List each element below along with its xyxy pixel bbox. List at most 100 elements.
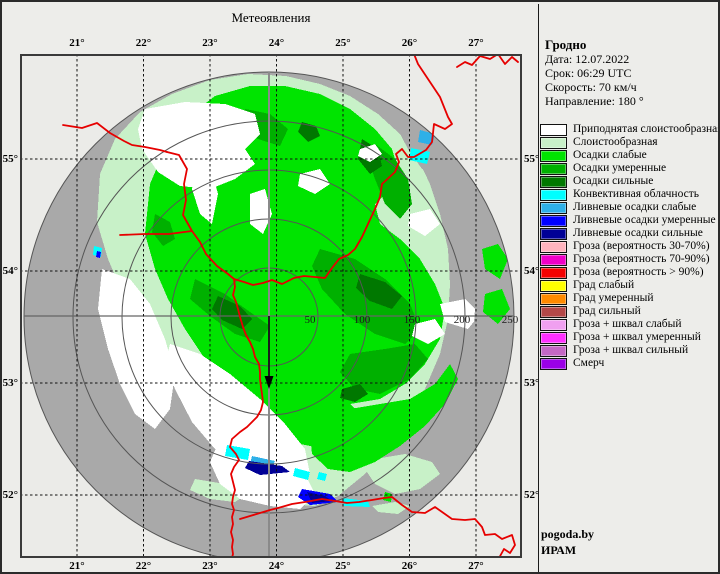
legend-swatch-icon xyxy=(540,292,567,305)
ring-label-200: 200 xyxy=(454,314,471,326)
range-ring-labels: 50 100 150 200 250 xyxy=(305,314,519,326)
legend-row: Ливневые осадки умеренные xyxy=(540,214,718,227)
legend-label: Ливневые осадки слабые xyxy=(573,201,697,213)
legend-swatch-icon xyxy=(540,188,567,201)
legend-swatch-icon xyxy=(540,266,567,279)
lon-label-top: 21° xyxy=(69,37,85,49)
legend-label: Гроза + шквал слабый xyxy=(573,318,682,330)
legend-swatch-icon xyxy=(540,318,567,331)
legend-swatch-icon xyxy=(540,227,567,240)
page-title: Метеоявления xyxy=(231,10,311,25)
lat-label-left: 52° xyxy=(2,489,18,501)
legend-label: Град слабый xyxy=(573,279,635,291)
station-name: Гродно xyxy=(545,37,587,52)
legend-label: Слоистообразная xyxy=(573,136,658,148)
legend-label: Гроза (вероятность > 90%) xyxy=(573,266,704,278)
station-time: Срок: 06:29 UTC xyxy=(545,66,632,80)
legend-row: Гроза + шквал слабый xyxy=(540,318,718,331)
legend-row: Конвективная облачность xyxy=(540,188,718,201)
lon-label-top: 24° xyxy=(268,37,285,49)
legend-swatch-icon xyxy=(540,279,567,292)
lat-label-left: 53° xyxy=(2,377,18,389)
legend-swatch-icon xyxy=(540,175,567,188)
legend-row: Приподнятая слоистообразная xyxy=(540,123,720,136)
legend-label: Конвективная облачность xyxy=(573,188,699,200)
station-date: Дата: 12.07.2022 xyxy=(545,52,630,66)
lat-label-left: 55° xyxy=(2,153,18,165)
lon-label-top: 27° xyxy=(468,37,484,49)
legend-row: Смерч xyxy=(540,357,718,370)
legend-swatch-icon xyxy=(540,214,567,227)
lon-label-bottom: 26° xyxy=(401,560,418,572)
legend-row: Град слабый xyxy=(540,279,718,292)
station-direction: Направление: 180 ° xyxy=(545,94,644,108)
legend-label: Гроза (вероятность 70-90%) xyxy=(573,253,710,265)
legend-row: Слоистообразная xyxy=(540,136,718,149)
lon-label-top: 25° xyxy=(335,37,351,49)
lon-label-bottom: 25° xyxy=(335,560,351,572)
lon-label-bottom: 24° xyxy=(268,560,285,572)
legend-swatch-icon xyxy=(540,331,567,344)
legend-label: Гроза + шквал сильный xyxy=(573,344,689,356)
legend-label: Приподнятая слоистообразная xyxy=(573,123,720,135)
footer: pogoda.by ИРАМ xyxy=(541,526,594,558)
direction-arrow xyxy=(264,316,274,389)
lon-label-bottom: 21° xyxy=(69,560,85,572)
legend-row: Град умеренный xyxy=(540,292,718,305)
legend-row: Осадки сильные xyxy=(540,175,718,188)
radar-map: 50 100 150 200 250 xyxy=(20,54,522,558)
lat-label-left: 54° xyxy=(2,265,18,277)
lon-label-bottom: 23° xyxy=(202,560,218,572)
station-info: Гродно Дата: 12.07.2022 Срок: 06:29 UTC … xyxy=(545,37,717,108)
legend-label: Гроза (вероятность 30-70%) xyxy=(573,240,710,252)
legend-label: Осадки сильные xyxy=(573,175,654,187)
legend-row: Гроза (вероятность 70-90%) xyxy=(540,253,718,266)
ring-label-50: 50 xyxy=(305,314,317,326)
legend: Приподнятая слоистообразная Слоистообразн… xyxy=(540,123,720,370)
panel-separator xyxy=(538,4,539,572)
legend-row: Осадки слабые xyxy=(540,149,718,162)
legend-swatch-icon xyxy=(540,123,567,136)
legend-swatch-icon xyxy=(540,357,567,370)
lon-label-top: 26° xyxy=(401,37,418,49)
legend-label: Ливневые осадки умеренные xyxy=(573,214,716,226)
graticule xyxy=(20,54,522,558)
legend-row: Ливневые осадки слабые xyxy=(540,201,718,214)
lat-label-right: 52° xyxy=(524,489,540,501)
legend-label: Ливневые осадки сильные xyxy=(573,227,703,239)
legend-row: Гроза + шквал умеренный xyxy=(540,331,718,344)
legend-label: Осадки слабые xyxy=(573,149,647,161)
legend-row: Гроза + шквал сильный xyxy=(540,344,718,357)
legend-row: Осадки умеренные xyxy=(540,162,718,175)
lat-label-right: 55° xyxy=(524,153,540,165)
legend-row: Гроза (вероятность 30-70%) xyxy=(540,240,718,253)
country-borders xyxy=(62,54,519,558)
ring-label-150: 150 xyxy=(404,314,421,326)
legend-swatch-icon xyxy=(540,305,567,318)
legend-label: Смерч xyxy=(573,357,605,369)
legend-swatch-icon xyxy=(540,136,567,149)
legend-row: Град сильный xyxy=(540,305,718,318)
legend-label: Град сильный xyxy=(573,305,641,317)
legend-row: Гроза (вероятность > 90%) xyxy=(540,266,718,279)
station-speed: Скорость: 70 км/ч xyxy=(545,80,637,94)
legend-row: Ливневые осадки сильные xyxy=(540,227,718,240)
lon-label-bottom: 27° xyxy=(468,560,484,572)
legend-swatch-icon xyxy=(540,240,567,253)
ring-label-250: 250 xyxy=(502,314,519,326)
legend-swatch-icon xyxy=(540,162,567,175)
legend-swatch-icon xyxy=(540,253,567,266)
legend-label: Осадки умеренные xyxy=(573,162,667,174)
map-border xyxy=(20,54,522,558)
legend-label: Град умеренный xyxy=(573,292,654,304)
lat-label-right: 54° xyxy=(524,265,540,277)
lon-label-top: 23° xyxy=(202,37,218,49)
lon-label-top: 22° xyxy=(135,37,152,49)
ring-label-100: 100 xyxy=(354,314,371,326)
lat-label-right: 53° xyxy=(524,377,540,389)
legend-swatch-icon xyxy=(540,201,567,214)
legend-swatch-icon xyxy=(540,149,567,162)
footer-site: pogoda.by xyxy=(541,527,595,541)
lon-label-bottom: 22° xyxy=(135,560,152,572)
